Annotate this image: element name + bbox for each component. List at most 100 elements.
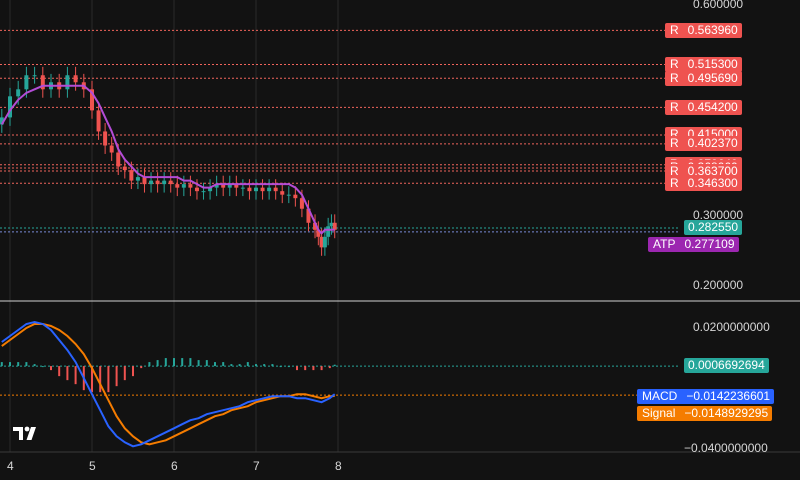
macd-histogram-bar: [50, 366, 52, 371]
macd-histogram-bar: [230, 364, 233, 367]
signal-label: Signal: [642, 406, 676, 420]
macd-histogram-bar: [148, 362, 151, 367]
tradingview-logo-icon[interactable]: [12, 423, 44, 443]
candle-body: [188, 184, 193, 188]
macd-histogram-bar: [189, 358, 192, 367]
candle-body: [65, 75, 70, 90]
candle-body: [234, 184, 239, 188]
resistance-tag: R 0.495690: [665, 70, 742, 86]
resistance-tag-label: R: [670, 57, 679, 71]
candle-body: [168, 180, 173, 185]
macd-histogram-bar: [312, 366, 315, 371]
resistance-tag: R 0.515300: [665, 57, 742, 72]
macd-histogram-bar: [17, 362, 20, 367]
candle-body: [96, 110, 101, 132]
price-tick-0200: 0.200000: [693, 278, 744, 292]
resistance-tag-value: 0.363700: [687, 163, 738, 178]
candle-body: [40, 75, 45, 90]
macd-histogram-bar: [58, 366, 61, 377]
resistance-tag-label: R: [670, 70, 679, 85]
candle-body: [313, 222, 318, 230]
candle-body: [208, 187, 213, 192]
macd-histogram-bar: [115, 366, 118, 387]
macd-histogram-bar: [304, 366, 307, 371]
candle-body: [227, 184, 232, 188]
candle-body: [135, 177, 140, 181]
resistance-tag: R 0.402370: [665, 136, 742, 152]
macd-histogram-bar: [107, 366, 110, 393]
x-tick-6: 6: [171, 459, 178, 473]
resistance-tag-label: R: [670, 99, 679, 114]
macd-histogram-bar: [333, 364, 336, 367]
macd-histogram-bar: [99, 366, 102, 393]
resistance-tag-label: R: [670, 22, 679, 37]
macd-tick-bottom: −0.0400000000: [684, 441, 768, 455]
macd-histogram-bar: [271, 364, 274, 367]
candle-body: [32, 75, 37, 77]
macd-histogram-bar: [205, 360, 208, 367]
atp-tag: ATP 0.277109: [648, 237, 739, 252]
macd-histogram-bar: [287, 366, 290, 368]
atp-label: ATP: [653, 237, 676, 251]
x-tick-5: 5: [89, 459, 96, 473]
resistance-tag: R 0.563960: [665, 22, 742, 38]
candle-body: [73, 75, 78, 83]
macd-histogram-bar: [214, 362, 216, 367]
x-tick-7: 7: [253, 459, 260, 473]
macd-histogram-value: 0.0006692694: [688, 358, 765, 372]
resistance-tag-value: 0.515300: [687, 57, 738, 71]
macd-histogram-bar: [140, 366, 143, 369]
signal-tag: Signal −0.0148929295: [637, 406, 773, 421]
candle-body: [8, 96, 12, 118]
candle-body: [299, 198, 304, 209]
macd-histogram-bar: [296, 366, 298, 371]
resistance-tag-value: 0.563960: [687, 22, 738, 37]
macd-histogram-bar: [66, 366, 69, 381]
macd-histogram-bar: [9, 362, 11, 367]
candle-body: [116, 152, 121, 167]
candle-body: [280, 191, 285, 195]
macd-histogram-bar: [197, 360, 200, 367]
candle-body: [221, 184, 226, 188]
candle-body: [149, 180, 154, 185]
candle-body: [260, 187, 265, 192]
candle-body: [247, 187, 252, 192]
resistance-tag: R 0.346300: [665, 175, 742, 191]
candle-body: [316, 229, 321, 237]
macd-histogram-bar: [0, 362, 3, 367]
macd-value: −0.0142236601: [686, 389, 771, 403]
resistance-tag-value: 0.346300: [687, 175, 738, 190]
candle-body: [329, 222, 334, 227]
macd-histogram-bar: [156, 360, 159, 367]
macd-histogram-bar: [181, 358, 184, 367]
candle-body: [122, 166, 127, 171]
candle-body: [194, 187, 199, 192]
candle-body: [201, 191, 206, 193]
macd-histogram-bar: [33, 364, 36, 367]
macd-histogram-bar: [263, 364, 266, 367]
candle-body: [155, 180, 160, 185]
macd-histogram-bar: [255, 364, 257, 367]
resistance-tag-value: 0.402370: [687, 136, 738, 151]
candle-body: [332, 222, 337, 230]
signal-line: [1, 323, 335, 446]
resistance-tag-label: R: [670, 163, 679, 178]
macd-histogram-bar: [164, 358, 167, 367]
candle-body: [306, 208, 311, 223]
macd-histogram-bar: [25, 362, 28, 367]
candle-body: [109, 145, 114, 153]
signal-value: −0.0148929295: [684, 406, 769, 420]
candle-body: [240, 187, 245, 189]
macd-histogram-bar: [173, 358, 175, 367]
resistance-tag-value: 0.454200: [687, 99, 738, 114]
macd-histogram-bar: [279, 366, 282, 368]
macd-histogram-bar: [222, 362, 225, 367]
candle-body: [24, 75, 29, 90]
macd-histogram-bar: [74, 366, 77, 385]
candle-body: [326, 226, 331, 237]
candle-body: [162, 180, 167, 185]
current-price-value: 0.282550: [688, 220, 739, 234]
candle-body: [175, 184, 180, 188]
